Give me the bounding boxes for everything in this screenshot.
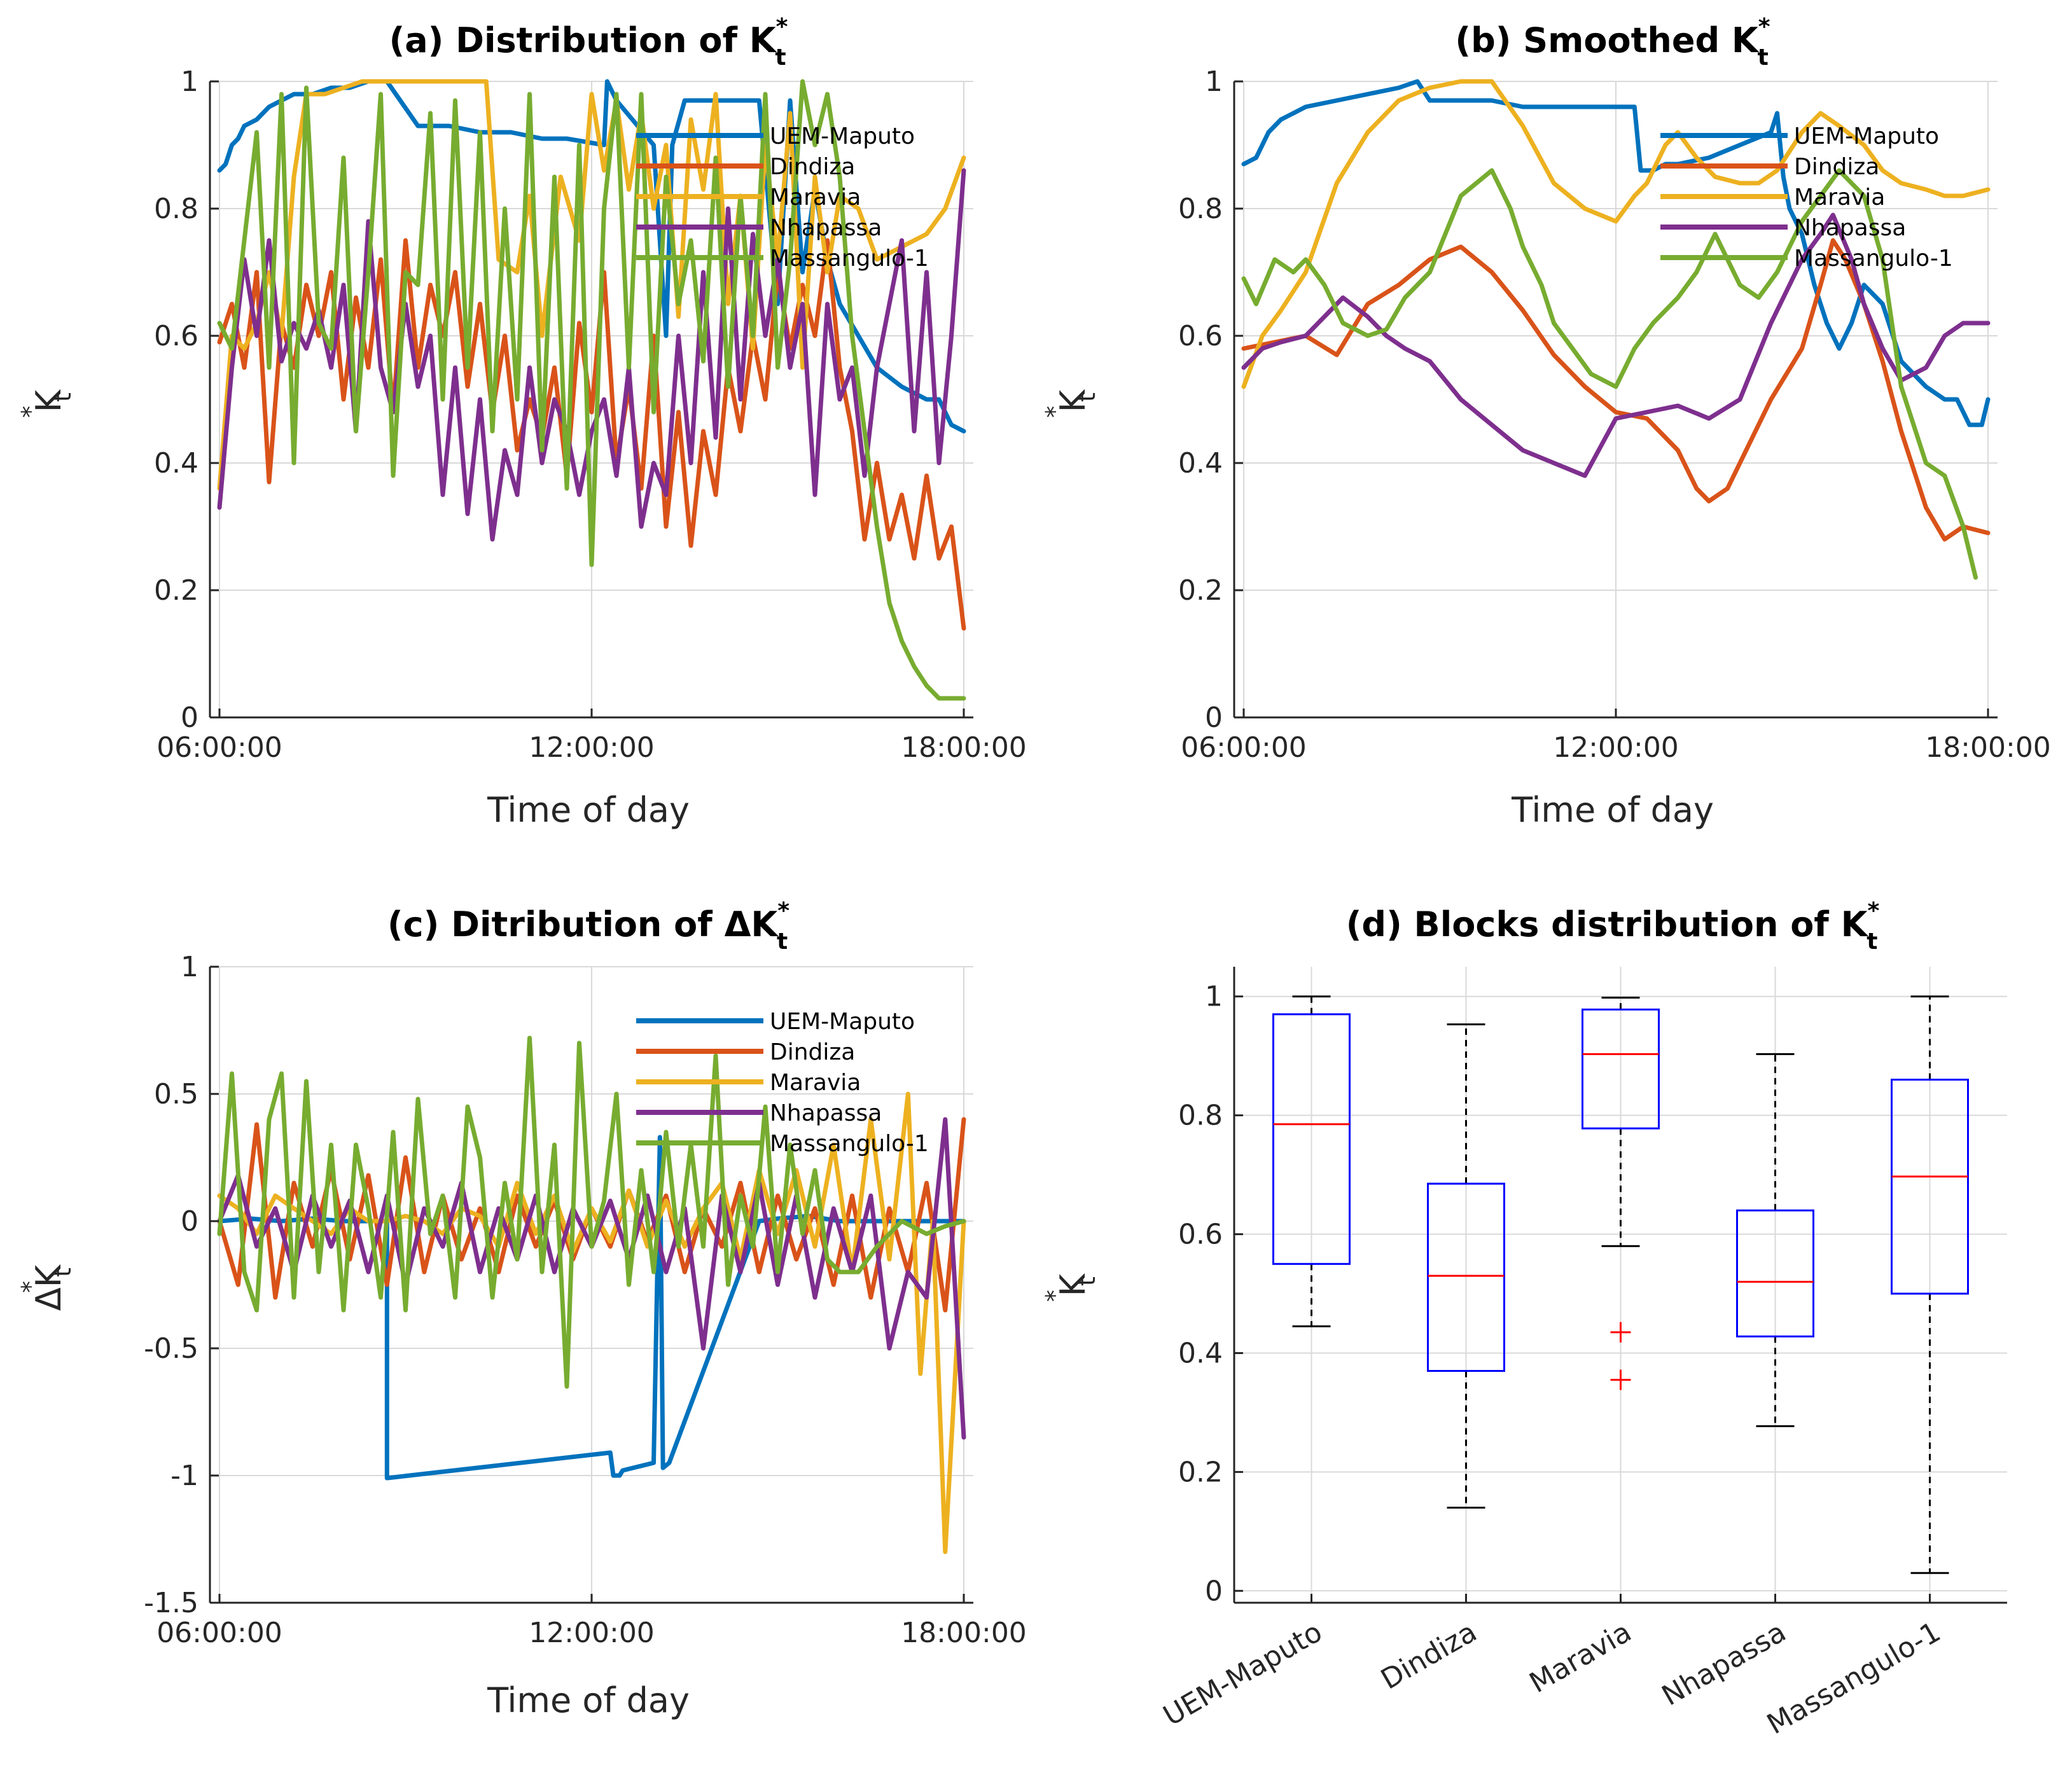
legend-label: Massangulo-1 [770, 1131, 929, 1157]
series-line-nhapassa [1241, 212, 1991, 478]
panel-a: (a) Distribution of K* t 0 0.2 0.4 0.6 0.8 1 06… [17, 14, 1027, 830]
legend-label: Nhapassa [770, 215, 882, 241]
legend-label: Dindiza [1794, 154, 1879, 180]
plot-area-d: 0 0.2 0.4 0.6 0.8 1 UEM-Maputo Dindiza Maravia Nh… [1158, 967, 2007, 1741]
box-maravia [1582, 997, 1660, 1390]
panel-b-title: (b) Smoothed K* t [1455, 14, 1770, 71]
box-dindiza [1427, 1023, 1505, 1509]
box-iqr [1891, 1079, 1969, 1295]
legend-label: UEM-Maputo [770, 1009, 915, 1035]
panel-c: (c) Ditribution of ΔK* t -1.5 -1 -0.5 0 0.5 1 0… [17, 898, 1027, 1720]
y-tick-label: 0.5 [154, 1078, 198, 1110]
panel-c-ylabel: ΔK*t [17, 1264, 76, 1311]
y-tick-label: 1 [181, 951, 198, 983]
y-tick-label: 1 [1205, 66, 1223, 98]
legend-label: Massangulo-1 [1794, 245, 1953, 272]
y-tick-label: 0.4 [1178, 1337, 1223, 1369]
box-iqr [1427, 1182, 1505, 1373]
legend-label: Maravia [1794, 184, 1885, 211]
x-tick-label: 18:00:00 [901, 1617, 1027, 1649]
series-line-massangulo-1 [217, 1035, 966, 1389]
box-massangulo-1 [1891, 995, 1969, 1574]
panel-d-ylabel: K*t [1041, 1273, 1101, 1302]
legend-label: Dindiza [770, 154, 855, 180]
x-tick-label: 18:00:00 [1925, 731, 2051, 764]
series-line-uem-maputo [217, 1135, 966, 1481]
y-tick-label: -1.5 [144, 1587, 198, 1619]
y-tick-label: 0.4 [154, 447, 198, 480]
x-tick-label: 06:00:00 [156, 1617, 282, 1649]
y-tick-label: 0.2 [154, 574, 198, 607]
x-tick-label: 18:00:00 [901, 731, 1027, 764]
x-tick-label: 06:00:00 [156, 731, 282, 764]
y-tick-label: 0 [181, 702, 198, 734]
y-tick-label: 0.6 [1178, 1219, 1223, 1251]
legend-label: Massangulo-1 [770, 245, 929, 272]
box-nhapassa [1736, 1053, 1814, 1427]
series-line-massangulo-1 [1241, 168, 1978, 580]
legend-label: Nhapassa [1794, 215, 1906, 241]
panel-b-xlabel: Time of day [1511, 790, 1714, 830]
panel-b: (b) Smoothed K* t 0 0.2 0.4 0.6 0.8 1 06:00:00 1… [1041, 14, 2051, 830]
legend-label: Dindiza [770, 1039, 855, 1065]
box-uem-maputo [1272, 995, 1351, 1327]
plot-area-c: -1.5 -1 -0.5 0 0.5 1 06:00:00 12:00:00 18:00:00 U… [144, 951, 1027, 1649]
x-tick-label: 12:00:00 [529, 731, 655, 764]
y-tick-label: 0 [1205, 1575, 1223, 1607]
legend-label: Maravia [770, 184, 861, 211]
legend-label: UEM-Maputo [1794, 123, 1939, 149]
series-line-massangulo-1 [217, 79, 966, 701]
box-iqr [1582, 1008, 1660, 1130]
legend-label: UEM-Maputo [770, 123, 915, 149]
plot-area-a: 0 0.2 0.4 0.6 0.8 1 06:00:00 12:00:00 18:00:00 UE… [154, 66, 1027, 764]
y-tick-label: 0.2 [1178, 574, 1223, 607]
panel-a-title: (a) Distribution of K* t [389, 14, 788, 71]
box-iqr [1272, 1013, 1351, 1265]
box-iqr [1736, 1209, 1814, 1338]
x-tick-label: 06:00:00 [1181, 731, 1307, 764]
plot-area-b: 0 0.2 0.4 0.6 0.8 1 06:00:00 12:00:00 18:00:00 UE… [1178, 66, 2051, 764]
x-tick-label: Dindiza [1375, 1615, 1482, 1696]
y-tick-label: 0 [1205, 702, 1223, 734]
series-line-nhapassa [217, 168, 966, 542]
x-tick-label: UEM-Maputo [1158, 1615, 1328, 1732]
panel-a-ylabel: K*t [17, 389, 76, 418]
legend-label: Nhapassa [770, 1100, 882, 1126]
x-tick-label: 12:00:00 [1553, 731, 1679, 764]
series-group [217, 1035, 966, 1554]
panel-d-title: (d) Blocks distribution of K* t [1346, 898, 1880, 955]
y-tick-label: 0.4 [1178, 447, 1223, 480]
y-tick-label: -0.5 [144, 1332, 198, 1365]
panel-c-xlabel: Time of day [487, 1680, 690, 1720]
y-tick-label: 0.8 [154, 193, 198, 225]
y-tick-label: 1 [1205, 981, 1223, 1013]
series-line-dindiza [217, 238, 966, 631]
series-line-maravia [1241, 79, 1991, 389]
x-tick-label: Massangulo-1 [1762, 1615, 1946, 1741]
y-tick-label: 1 [181, 66, 198, 98]
panel-c-title: (c) Ditribution of ΔK* t [387, 898, 789, 955]
panel-a-xlabel: Time of day [487, 790, 690, 830]
x-tick-label: 12:00:00 [529, 1617, 655, 1649]
x-tick-label: Nhapassa [1657, 1615, 1791, 1712]
y-tick-label: -1 [170, 1460, 198, 1492]
legend-label: Maravia [770, 1070, 861, 1096]
panel-b-ylabel: K*t [1041, 389, 1101, 418]
series-group [217, 79, 966, 701]
y-tick-label: 0.6 [1178, 320, 1223, 352]
y-tick-label: 0.8 [1178, 193, 1223, 225]
y-tick-label: 0.2 [1178, 1456, 1223, 1488]
y-tick-label: 0.8 [1178, 1100, 1223, 1132]
x-tick-label: Maravia [1524, 1615, 1637, 1699]
panel-d: (d) Blocks distribution of K* t 0 0.2 0.4 0.… [1041, 898, 2007, 1741]
y-tick-label: 0.6 [154, 320, 198, 352]
y-tick-label: 0 [181, 1205, 198, 1238]
series-line-dindiza [1241, 238, 1991, 542]
